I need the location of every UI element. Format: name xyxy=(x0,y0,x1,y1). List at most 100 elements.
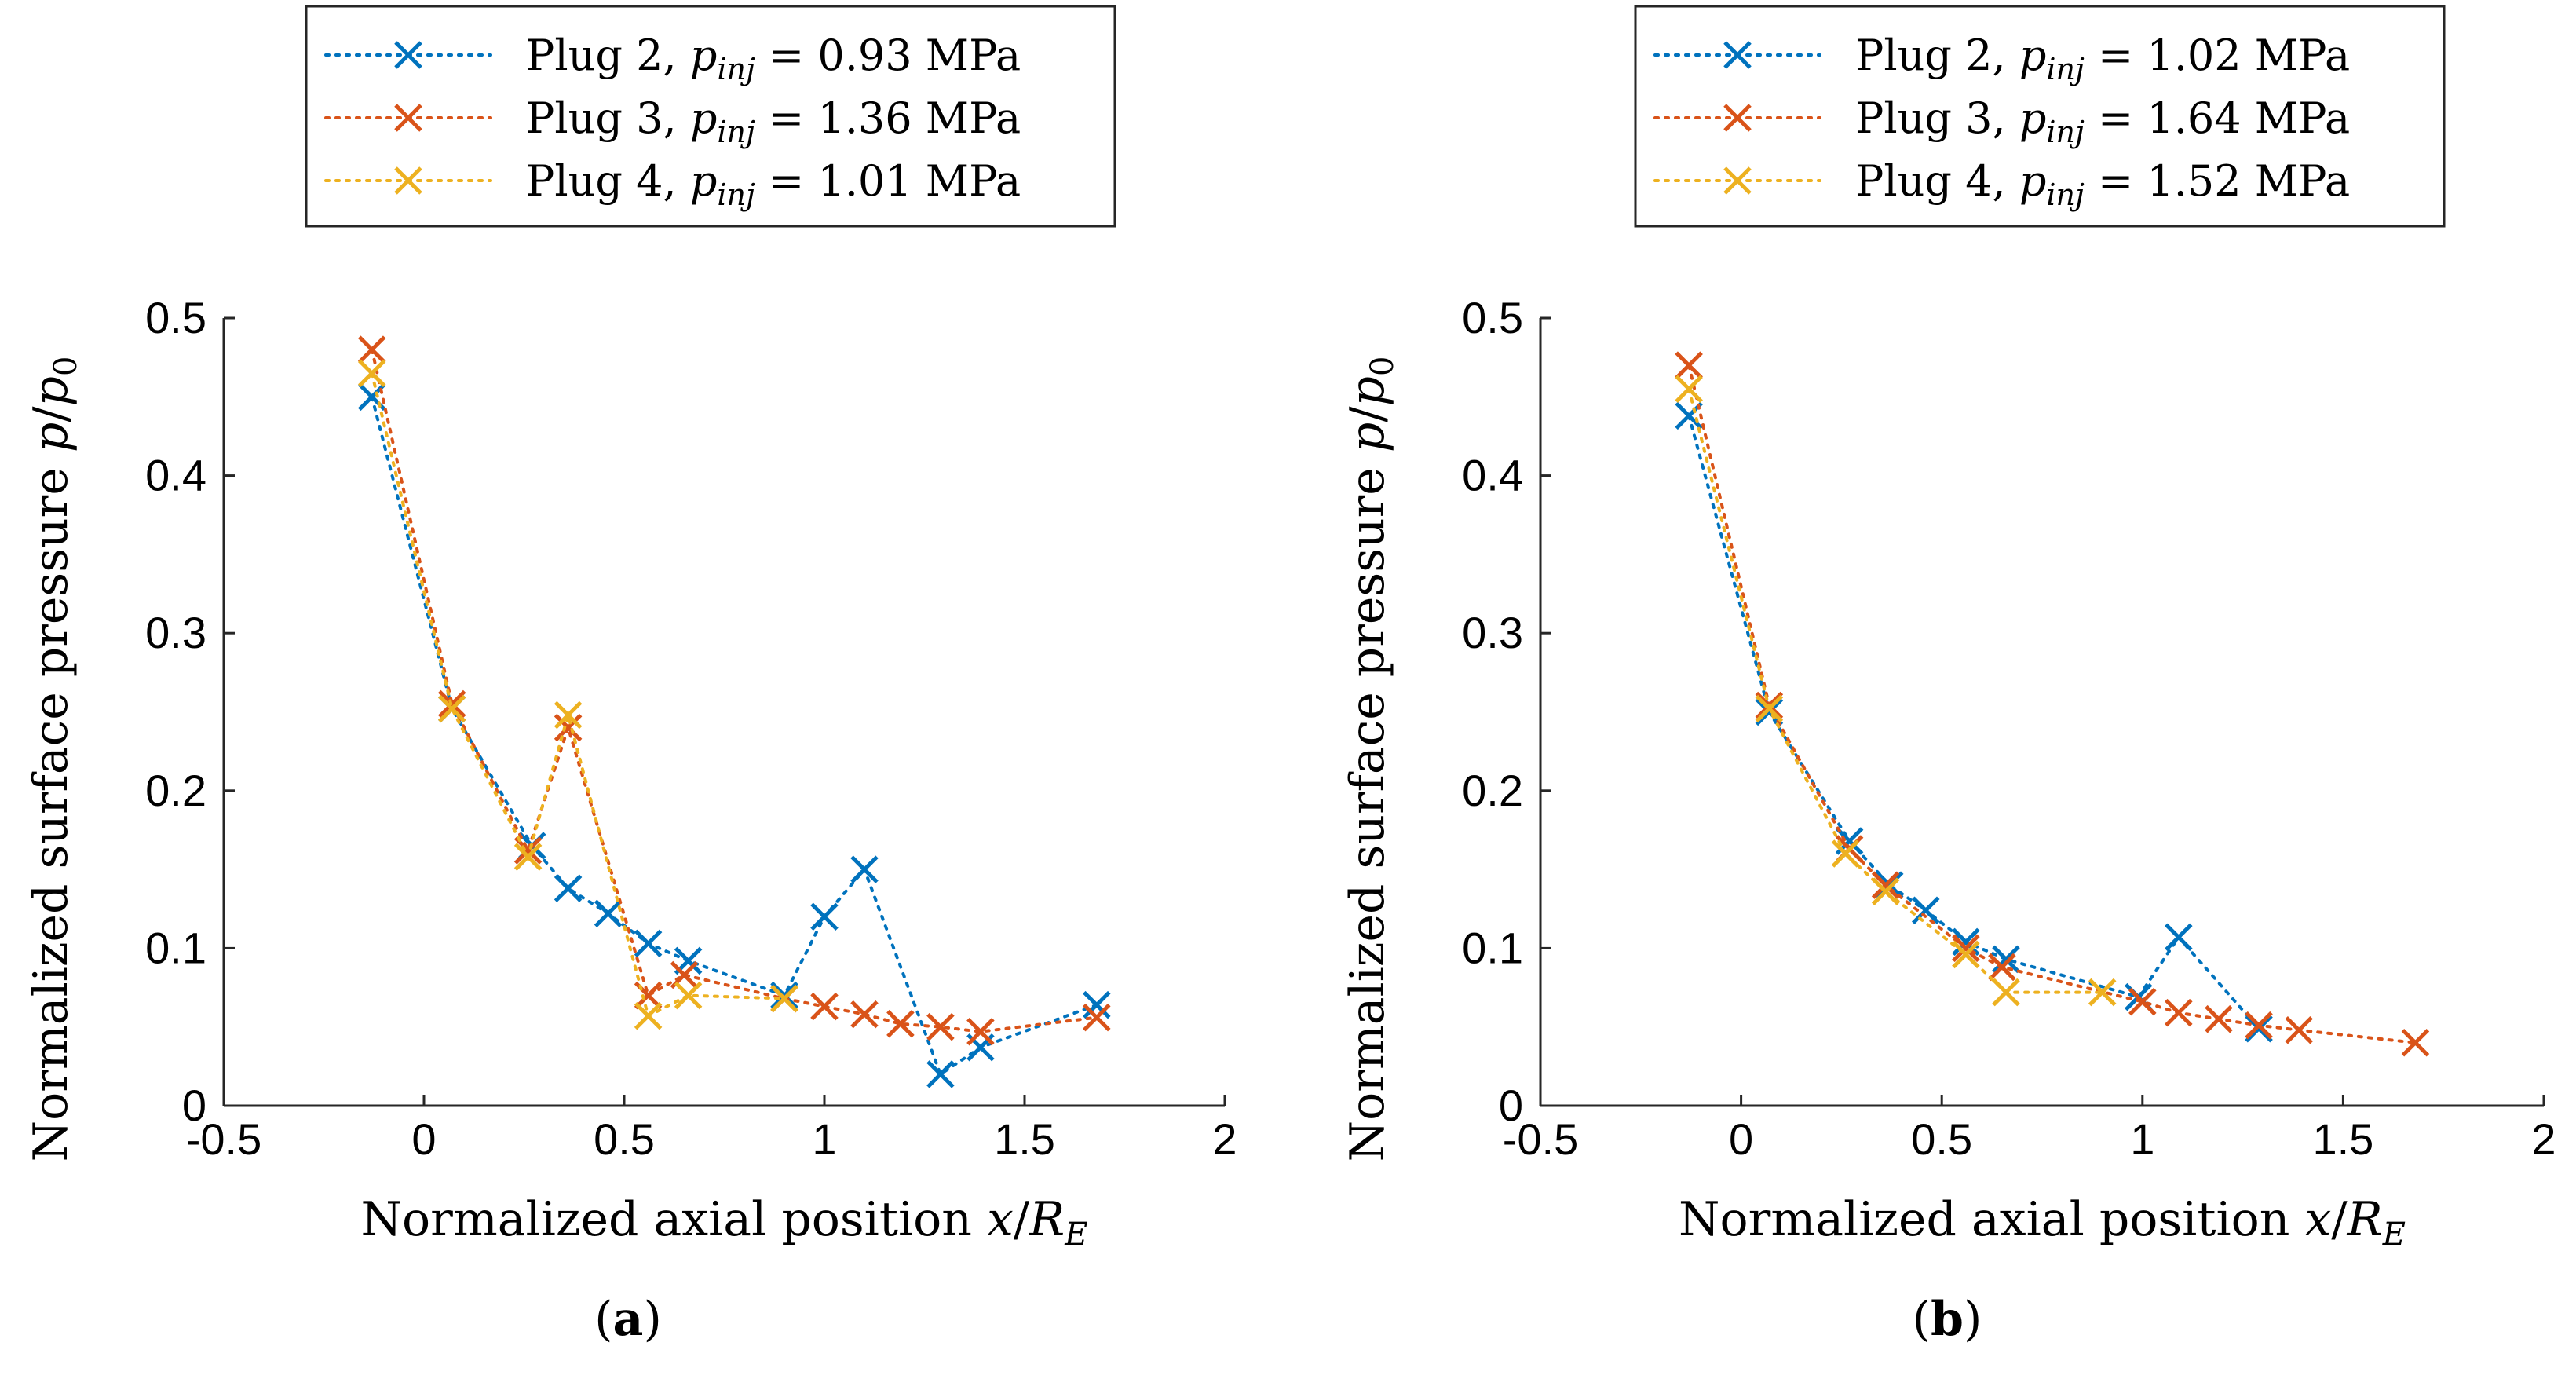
data-point-marker xyxy=(2165,923,2193,952)
legend-label: Plug 2, pinj = 0.93 MPa xyxy=(526,31,1021,86)
data-point-marker xyxy=(2245,1014,2273,1043)
legend-marker xyxy=(1723,166,1752,195)
data-point-marker xyxy=(926,1060,955,1088)
data-point-marker xyxy=(1083,990,1111,1019)
chart-panel-b: -0.5 0 0.5 1 1.5 200.10.20.30.40.5Normalized … xyxy=(1340,5,2556,1347)
data-point-marker xyxy=(2088,978,2117,1007)
legend-entry: Plug 2, pinj = 0.93 MPa xyxy=(324,31,1021,86)
data-point-marker xyxy=(2401,1028,2430,1057)
data-point-marker xyxy=(357,359,386,387)
data-point-marker xyxy=(634,929,663,958)
series-plug-2 xyxy=(357,382,1111,1088)
data-point-marker xyxy=(2285,1015,2313,1044)
data-point-marker xyxy=(1871,871,1900,899)
legend-entry: Plug 4, pinj = 1.01 MPa xyxy=(324,156,1021,212)
data-point-marker xyxy=(2128,987,2157,1016)
y-tick-label: 0.5 xyxy=(145,293,206,342)
data-point-marker xyxy=(1871,877,1900,905)
series-plug-3 xyxy=(1675,351,2430,1057)
series-plug-4 xyxy=(357,359,798,1030)
legend-label: Plug 4, pinj = 1.52 MPa xyxy=(1855,156,2350,212)
data-point-marker xyxy=(634,1001,663,1030)
y-tick-label: 0.5 xyxy=(1462,293,1523,342)
y-tick-label: 0.2 xyxy=(145,766,206,815)
legend-entry: Plug 3, pinj = 1.36 MPa xyxy=(324,93,1021,149)
data-point-marker xyxy=(674,981,703,1010)
data-point-marker xyxy=(810,992,839,1021)
y-tick-label: 0 xyxy=(1499,1081,1523,1130)
legend: Plug 2, pinj = 1.02 MPa Plug 3, pinj = 1.… xyxy=(1634,5,2446,228)
data-point-marker xyxy=(1992,945,2020,974)
data-point-marker xyxy=(437,694,466,723)
data-point-marker xyxy=(554,713,583,742)
series-line xyxy=(370,348,1098,1033)
x-tick-label: 0.5 xyxy=(594,1114,655,1164)
y-tick-label: 0.2 xyxy=(1462,766,1523,815)
data-point-marker xyxy=(886,1009,915,1038)
x-tick-label: 0 xyxy=(1729,1114,1753,1164)
y-tick-label: 0.4 xyxy=(1462,451,1523,500)
legend-label: Plug 3, pinj = 1.64 MPa xyxy=(1855,93,2350,149)
data-point-marker xyxy=(1831,839,1860,868)
legend: Plug 2, pinj = 0.93 MPa Plug 3, pinj = 1.… xyxy=(305,5,1116,228)
data-point-marker xyxy=(594,899,623,928)
y-axis-label: Normalized surface pressure p/p0 xyxy=(24,357,84,1162)
data-point-marker xyxy=(1675,375,1703,404)
x-tick-label: 0.5 xyxy=(1911,1114,1972,1164)
y-tick-label: 0.1 xyxy=(145,923,206,972)
legend-marker xyxy=(394,166,422,195)
data-point-marker xyxy=(513,836,543,865)
data-point-marker xyxy=(357,335,386,364)
legend-entry: Plug 4, pinj = 1.52 MPa xyxy=(1653,156,2350,212)
y-tick-label: 0.1 xyxy=(1462,923,1523,972)
data-point-marker xyxy=(770,981,798,1010)
data-point-marker xyxy=(2165,998,2193,1027)
data-point-marker xyxy=(850,1000,879,1029)
data-point-marker xyxy=(770,984,798,1013)
x-tick-label: 0 xyxy=(411,1114,436,1164)
x-tick-label: 2 xyxy=(1212,1114,1237,1164)
data-point-marker xyxy=(513,843,543,871)
legend-marker xyxy=(1723,41,1752,69)
legend-label: Plug 4, pinj = 1.01 MPa xyxy=(526,156,1021,212)
x-tick-label: -0.5 xyxy=(186,1114,262,1164)
data-point-marker xyxy=(1988,953,2016,982)
data-point-marker xyxy=(1083,1003,1111,1032)
data-point-marker xyxy=(2245,1011,2273,1040)
data-point-marker xyxy=(926,1012,955,1041)
data-point-marker xyxy=(554,874,583,902)
series-line xyxy=(370,371,786,1019)
legend-marker xyxy=(394,104,422,132)
data-point-marker xyxy=(1952,927,1980,957)
data-point-marker xyxy=(1755,694,1784,723)
x-tick-label: 1.5 xyxy=(994,1114,1055,1164)
x-tick-label: 1.5 xyxy=(2312,1114,2373,1164)
y-tick-label: 0.3 xyxy=(145,608,206,657)
legend-entry: Plug 3, pinj = 1.64 MPa xyxy=(1653,93,2350,149)
data-point-marker xyxy=(1952,934,1980,963)
series-plug-3 xyxy=(357,335,1111,1046)
data-point-marker xyxy=(1911,896,1940,925)
series-line xyxy=(1687,414,2261,1030)
y-tick-label: 0.3 xyxy=(1462,608,1523,657)
x-tick-label: -0.5 xyxy=(1503,1114,1579,1164)
chart-panel-a: -0.5 0 0.5 1 1.5 200.10.20.30.40.5Normalized … xyxy=(24,5,1237,1347)
legend-marker xyxy=(1723,104,1752,132)
series-line xyxy=(370,395,1098,1077)
panel-label: (b) xyxy=(1913,1292,1982,1347)
data-point-marker xyxy=(1952,940,1980,969)
x-axis-label: Normalized axial position x/RE xyxy=(1679,1192,2406,1253)
data-point-marker xyxy=(850,855,879,883)
y-tick-label: 0 xyxy=(182,1081,206,1130)
legend-label: Plug 3, pinj = 1.36 MPa xyxy=(526,93,1021,149)
y-axis-label: Normalized surface pressure p/p0 xyxy=(1340,357,1401,1162)
series-plug-4 xyxy=(1675,375,2117,1007)
data-point-marker xyxy=(2205,1004,2233,1033)
legend-label: Plug 2, pinj = 1.02 MPa xyxy=(1855,31,2350,86)
series-line xyxy=(1687,364,2417,1044)
data-point-marker xyxy=(1992,978,2020,1007)
data-point-marker xyxy=(1675,351,1703,379)
x-tick-label: 1 xyxy=(2130,1114,2154,1164)
x-axis-label: Normalized axial position x/RE xyxy=(361,1192,1088,1253)
